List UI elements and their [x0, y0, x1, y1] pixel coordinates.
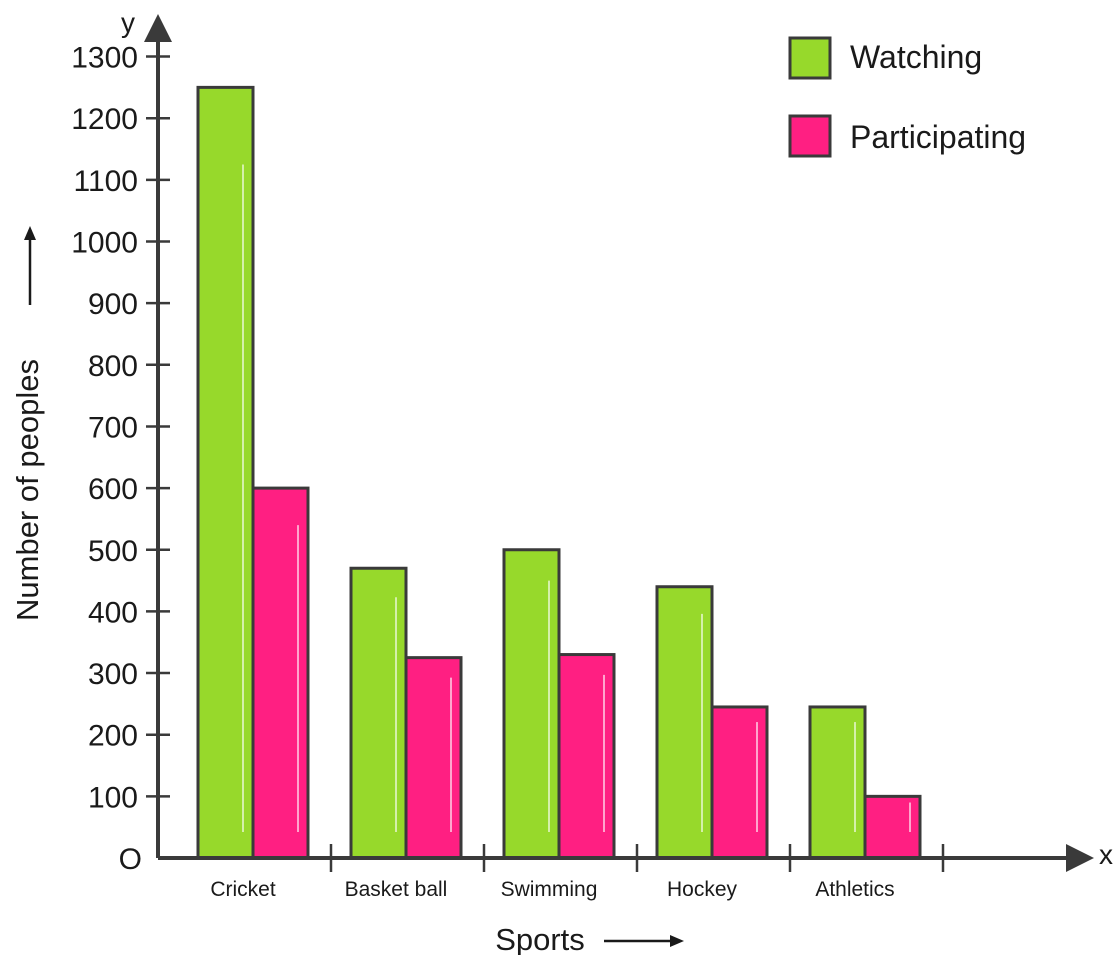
y-tick-label: 600: [88, 473, 138, 506]
y-tick-label: 700: [88, 411, 138, 444]
legend-swatch-watching: [788, 36, 832, 80]
y-axis-title: Number of peoples: [10, 359, 45, 621]
bar-participating-athletics: [863, 794, 922, 860]
y-tick-label: 1300: [71, 42, 138, 75]
x-axis-title-arrowhead: [670, 935, 684, 947]
bar-watching-swimming: [502, 548, 561, 860]
origin-label: O: [119, 843, 142, 876]
y-axis-arrowhead: [144, 14, 172, 42]
y-tick-label: 300: [88, 658, 138, 691]
y-axis-title-arrowhead: [24, 226, 36, 240]
legend-label-participating: Participating: [850, 119, 1026, 155]
x-axis-letter: x: [1099, 839, 1113, 870]
legend: Watching Participating: [788, 36, 1026, 158]
y-axis-letter: y: [121, 7, 135, 38]
category-label-athletics: Athletics: [815, 878, 894, 901]
legend-label-watching: Watching: [850, 39, 982, 75]
y-tick-label: 1100: [73, 165, 138, 198]
y-tick-label: 100: [88, 781, 138, 814]
category-labels: Cricket Basket ball Swimming Hockey Athletic…: [210, 878, 894, 901]
y-tick-label: 200: [88, 720, 138, 753]
bar-watching-cricket: [196, 85, 255, 860]
category-label-swimming: Swimming: [501, 878, 598, 901]
category-label-hockey: Hockey: [667, 878, 738, 901]
bar-participating-cricket: [251, 486, 310, 860]
y-tick-labels: 100 200 300 400 500 600 700 800 900 1000 1100 1200 1…: [71, 42, 170, 814]
bars-layer: [196, 85, 922, 860]
category-label-basket-ball: Basket ball: [345, 878, 448, 901]
y-tick-label: 400: [88, 596, 138, 629]
y-tick-label: 500: [88, 535, 138, 568]
bar-participating-swimming: [557, 653, 616, 860]
y-tick-label: 800: [88, 350, 138, 383]
bar-watching-basket-ball: [349, 566, 408, 860]
y-tick-label: 900: [88, 288, 138, 321]
category-label-cricket: Cricket: [210, 878, 276, 901]
y-tick-label: 1000: [71, 227, 138, 260]
legend-swatch-participating: [788, 114, 832, 158]
bar-participating-basket-ball: [404, 656, 463, 860]
bar-watching-hockey: [655, 585, 714, 860]
bar-watching-athletics: [808, 705, 867, 860]
x-axis-title: Sports: [495, 922, 585, 955]
bar-participating-hockey: [710, 705, 769, 860]
x-axis-arrowhead: [1066, 844, 1094, 872]
y-tick-label: 1200: [71, 103, 138, 136]
